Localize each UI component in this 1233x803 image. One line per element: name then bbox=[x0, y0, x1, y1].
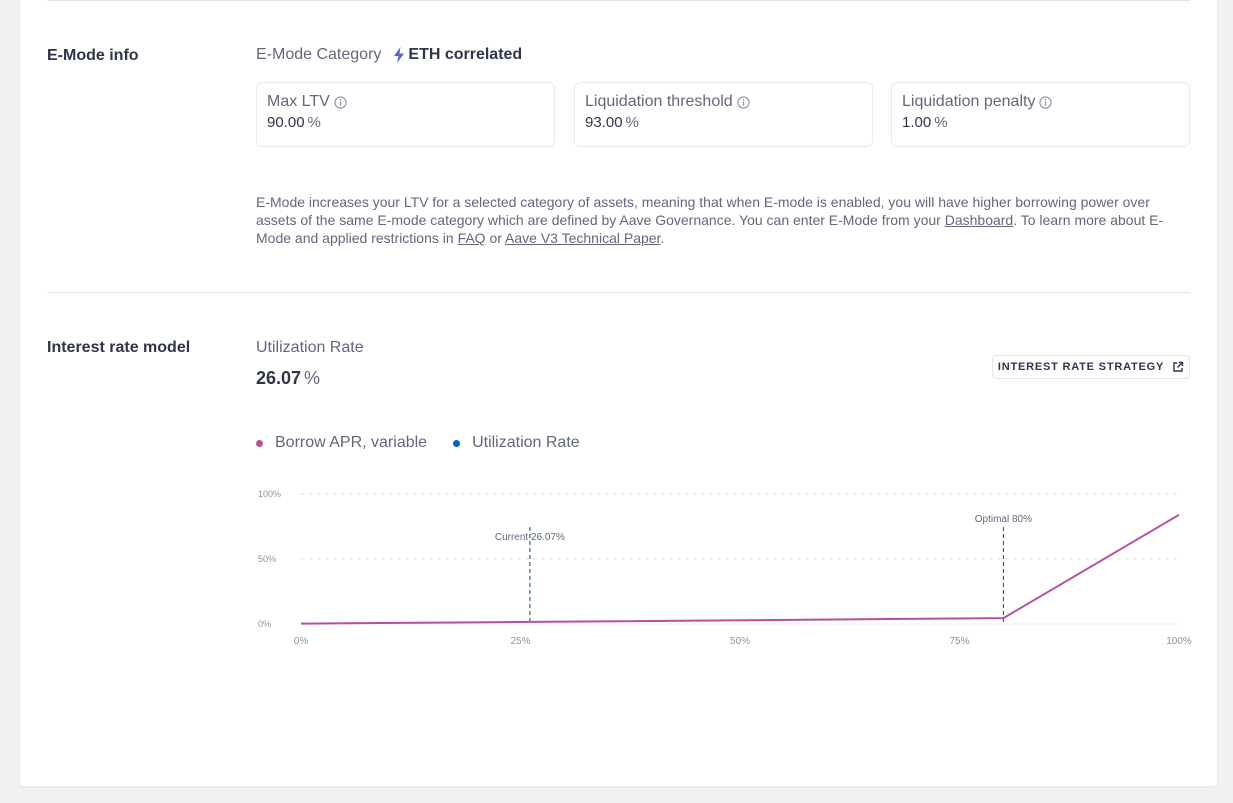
max-ltv-unit: % bbox=[307, 114, 321, 131]
emode-section-title: E-Mode info bbox=[47, 47, 139, 64]
section-divider bbox=[47, 292, 1190, 293]
chart-legend: Borrow APR, variable Utilization Rate bbox=[256, 434, 606, 452]
interest-rate-strategy-label: INTEREST RATE STRATEGY bbox=[997, 361, 1165, 373]
emode-description-text: or bbox=[485, 230, 506, 246]
max-ltv-value: 90.00 bbox=[267, 114, 305, 131]
x-tick-label: 100% bbox=[1166, 636, 1192, 647]
x-tick-label: 0% bbox=[294, 636, 309, 647]
emode-description: E-Mode increases your LTV for a selected… bbox=[256, 193, 1190, 247]
liquidation-penalty-value: 1.00 bbox=[902, 114, 932, 131]
legend-label-borrow: Borrow APR, variable bbox=[275, 434, 428, 451]
emode-category-label: E-Mode Category bbox=[256, 46, 382, 63]
legend-dot-borrow bbox=[256, 439, 263, 447]
legend-item-utilization[interactable]: Utilization Rate bbox=[453, 434, 580, 452]
liquidation-threshold-value: 93.00 bbox=[585, 114, 623, 131]
x-tick-label: 75% bbox=[949, 636, 969, 647]
y-tick-label: 50% bbox=[258, 554, 276, 564]
liquidation-penalty-box: Liquidation penalty 1.00% bbox=[891, 82, 1190, 147]
lightning-bolt-icon bbox=[394, 47, 405, 63]
annotation-label-optimal: Optimal 80% bbox=[975, 514, 1032, 525]
legend-label-utilization: Utilization Rate bbox=[472, 434, 580, 451]
utilization-rate-number: 26.07 bbox=[256, 368, 302, 388]
faq-link[interactable]: FAQ bbox=[457, 230, 486, 246]
liquidation-threshold-title: Liquidation threshold bbox=[585, 93, 733, 110]
y-tick-label: 0% bbox=[258, 619, 271, 629]
borrow-apr-line bbox=[300, 513, 1180, 625]
max-ltv-title: Max LTV bbox=[267, 93, 330, 110]
liquidation-threshold-unit: % bbox=[625, 114, 639, 131]
liquidation-penalty-unit: % bbox=[934, 114, 948, 131]
external-link-icon bbox=[1173, 361, 1184, 372]
legend-dot-utilization bbox=[453, 439, 461, 447]
dashboard-link[interactable]: Dashboard bbox=[944, 212, 1014, 228]
liquidation-threshold-box: Liquidation threshold 93.00% bbox=[574, 82, 873, 147]
y-tick-label: 100% bbox=[258, 489, 281, 499]
emode-category: E-Mode Category ETH correlated bbox=[256, 46, 522, 64]
emode-description-text: . To learn more about E-Mode and applied… bbox=[256, 212, 1164, 246]
x-tick-label: 50% bbox=[730, 636, 750, 647]
utilization-rate-unit: % bbox=[304, 368, 321, 388]
technical-paper-link[interactable]: Aave V3 Technical Paper bbox=[505, 230, 661, 246]
liquidation-penalty-title: Liquidation penalty bbox=[902, 93, 1036, 110]
interest-rate-strategy-button[interactable]: INTEREST RATE STRATEGY bbox=[992, 355, 1190, 379]
annotation-label-current: Current 26.07% bbox=[495, 532, 565, 543]
utilization-rate-value: 26.07% bbox=[256, 368, 320, 389]
legend-item-borrow[interactable]: Borrow APR, variable bbox=[256, 434, 427, 452]
emode-category-value: ETH correlated bbox=[408, 46, 523, 63]
emode-description-text: E-Mode increases your LTV for a selected… bbox=[256, 194, 1150, 228]
info-circle-icon[interactable] bbox=[737, 95, 750, 109]
reserve-details-card bbox=[20, 0, 1217, 786]
x-tick-label: 25% bbox=[510, 636, 530, 647]
emode-description-text: . bbox=[660, 230, 665, 246]
info-circle-icon[interactable] bbox=[1039, 95, 1053, 109]
interest-section-title: Interest rate model bbox=[47, 339, 191, 356]
info-circle-icon[interactable] bbox=[334, 95, 347, 109]
max-ltv-box: Max LTV 90.00% bbox=[256, 82, 555, 147]
utilization-rate-label: Utilization Rate bbox=[256, 339, 364, 356]
top-divider bbox=[47, 0, 1190, 1]
